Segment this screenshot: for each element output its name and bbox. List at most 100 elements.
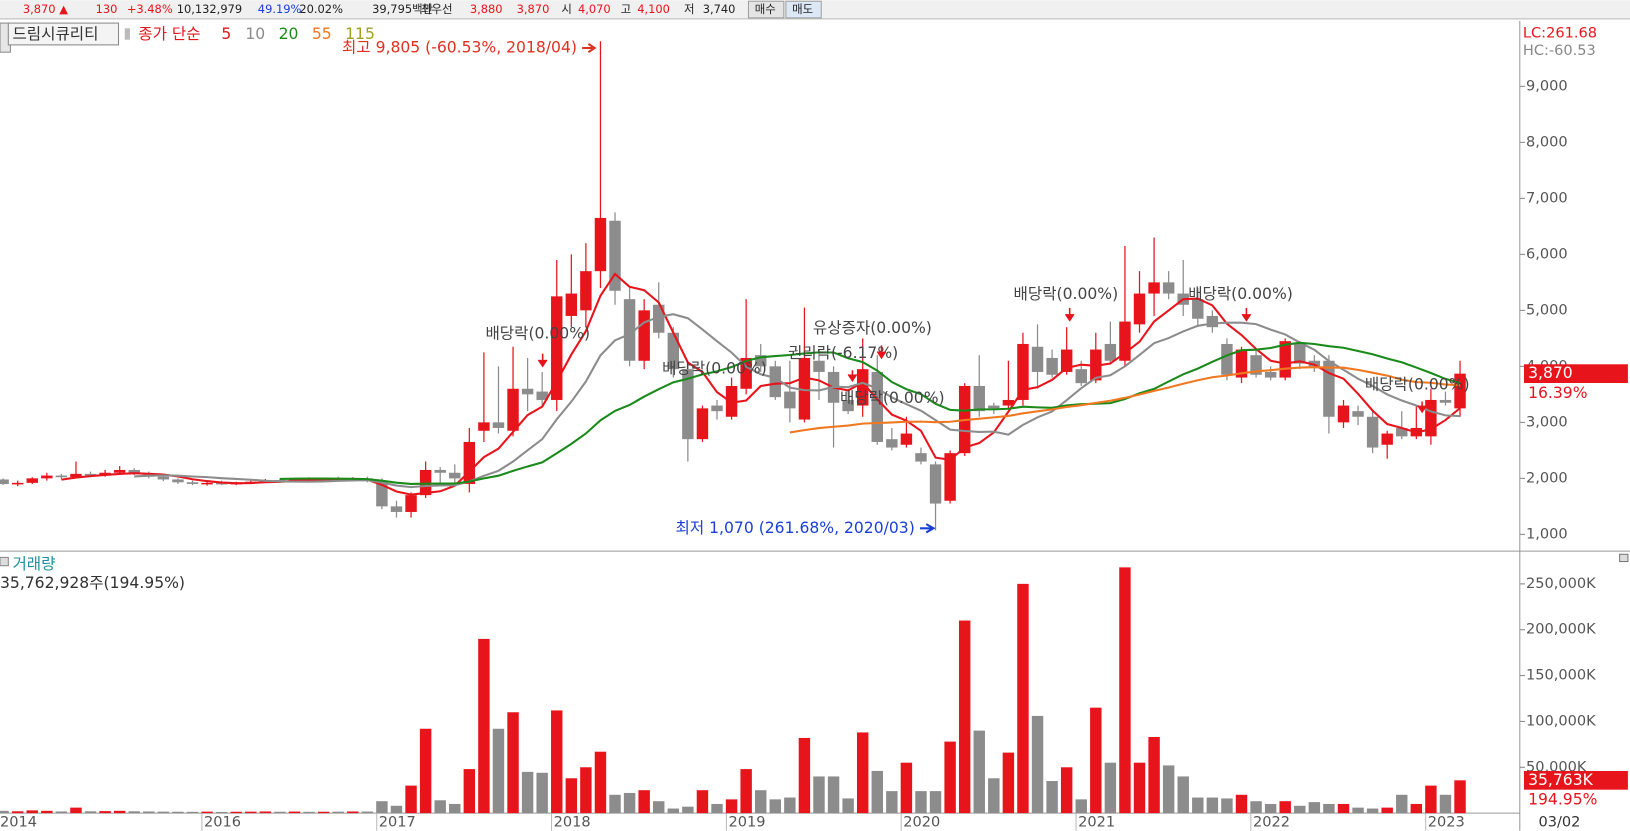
volume-bar xyxy=(1396,794,1408,814)
volume-bar xyxy=(143,811,155,814)
volume-bar xyxy=(1090,707,1102,814)
ratio: 49.19% xyxy=(258,2,302,16)
volume-bar xyxy=(186,811,199,814)
date-label: 03/02 xyxy=(1539,813,1581,830)
sell-button[interactable] xyxy=(785,0,822,19)
panel-icon[interactable] xyxy=(0,556,9,567)
volume-bar xyxy=(609,794,621,814)
volume-bar xyxy=(653,801,665,814)
candle-body xyxy=(1425,399,1437,437)
legend-item: 115 xyxy=(345,25,375,43)
change: 130 xyxy=(96,2,118,16)
candle-body xyxy=(113,469,126,473)
volume-bar xyxy=(769,799,782,814)
volume-bar xyxy=(113,810,126,814)
candle-body xyxy=(1337,405,1350,423)
best-quote-label: 최우선 xyxy=(421,2,453,16)
volume-bar xyxy=(1410,803,1423,814)
y-tick-label: 3,000 xyxy=(1526,413,1568,430)
candle-body xyxy=(1396,427,1408,437)
x-tick-label: 2014 xyxy=(0,813,37,830)
candle-body xyxy=(740,357,752,389)
buy-button-label[interactable]: 매수 xyxy=(755,2,776,16)
moving-average xyxy=(279,341,1461,485)
title-box[interactable] xyxy=(7,22,120,46)
candle-body xyxy=(1133,293,1146,325)
volume-bar xyxy=(172,811,184,814)
volume-bar xyxy=(99,811,111,814)
candle-body xyxy=(376,481,388,507)
y-tick-label: 6,000 xyxy=(1526,245,1568,262)
candle-body xyxy=(725,385,738,417)
volume-bar xyxy=(1250,801,1262,814)
volume-bar xyxy=(288,811,301,814)
volume-bar xyxy=(1279,801,1291,814)
event-annotation: 배당락(0.00%) xyxy=(1014,285,1119,303)
candle-body xyxy=(1381,433,1393,445)
candle-body xyxy=(186,482,199,484)
volume-info: 35,762,928주(194.95%) xyxy=(0,574,185,592)
moving-average xyxy=(61,272,1461,496)
volume-bar xyxy=(1148,737,1160,814)
volume-bar xyxy=(842,798,854,814)
volume-bar xyxy=(1264,803,1277,814)
candle-body xyxy=(41,475,53,479)
volume-bar xyxy=(507,712,519,814)
panel-button[interactable] xyxy=(1619,553,1629,563)
volume-bar xyxy=(317,811,330,814)
candle-body xyxy=(944,453,956,501)
candle-body xyxy=(1192,299,1204,319)
price-tag-label: 3,870 xyxy=(1528,364,1573,382)
candle-body xyxy=(1439,399,1452,403)
candle-body xyxy=(1206,315,1219,328)
buy-button[interactable] xyxy=(747,0,785,19)
candle-body xyxy=(478,422,490,431)
price-tag xyxy=(1523,364,1628,383)
candle-body xyxy=(1366,416,1379,448)
volume-bar xyxy=(434,800,446,814)
low-label: 저 xyxy=(684,2,695,16)
candle-body xyxy=(70,473,82,478)
legend-item: 20 xyxy=(279,25,299,43)
candle-body xyxy=(842,399,854,412)
volume-tick-label: 150,000K xyxy=(1526,667,1596,684)
candle-body xyxy=(1104,343,1117,361)
volume-bar xyxy=(754,790,767,814)
volume-bar xyxy=(1104,762,1117,814)
volume-bar xyxy=(41,810,53,814)
candle-body xyxy=(1148,282,1160,294)
candle-body xyxy=(711,405,723,412)
candle-body xyxy=(1221,343,1233,375)
volume-bar xyxy=(303,811,315,814)
volume-bar xyxy=(551,710,563,814)
candle-body xyxy=(580,271,592,311)
volume-bar xyxy=(84,811,97,814)
sell-button-label[interactable]: 매도 xyxy=(792,2,813,16)
trade-amount: 39,795백만 xyxy=(372,2,433,16)
volume-bar xyxy=(478,638,490,814)
legend: 5 10 20 55 115 xyxy=(221,25,374,43)
legend-item: 10 xyxy=(245,25,265,43)
candle-body xyxy=(405,495,417,512)
open-label: 시 xyxy=(561,2,572,16)
candle-body xyxy=(1060,349,1073,372)
x-tick-label: 2016 xyxy=(204,813,241,830)
volume-bar xyxy=(915,791,927,814)
y-tick-label: 8,000 xyxy=(1526,133,1568,150)
volume-bar xyxy=(565,778,578,814)
candle-body xyxy=(1454,373,1466,409)
volume-bar xyxy=(1308,802,1321,814)
y-tick-label: 2,000 xyxy=(1526,469,1568,486)
candle-body xyxy=(667,332,680,370)
volume-bar xyxy=(376,801,388,814)
volume-bar xyxy=(201,811,213,814)
volume-bar xyxy=(1031,715,1044,814)
candle-body xyxy=(1031,346,1044,372)
volume-bar xyxy=(886,791,898,814)
volume-bar xyxy=(1177,776,1189,814)
x-tick-label: 2017 xyxy=(379,813,416,830)
volume-bar xyxy=(1206,797,1219,814)
candle-body xyxy=(900,433,913,445)
stock-name[interactable]: 드림시큐리티 xyxy=(12,25,98,43)
volume-bar xyxy=(274,811,286,814)
